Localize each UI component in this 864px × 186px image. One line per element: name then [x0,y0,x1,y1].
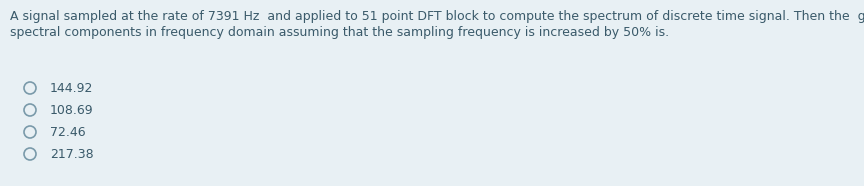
Text: spectral components in frequency domain assuming that the sampling frequency is : spectral components in frequency domain … [10,26,669,39]
Text: 217.38: 217.38 [50,147,93,161]
Text: 144.92: 144.92 [50,81,93,94]
Text: 72.46: 72.46 [50,126,86,139]
Text: 108.69: 108.69 [50,103,93,116]
Text: A signal sampled at the rate of 7391 Hz  and applied to 51 point DFT block to co: A signal sampled at the rate of 7391 Hz … [10,10,864,23]
